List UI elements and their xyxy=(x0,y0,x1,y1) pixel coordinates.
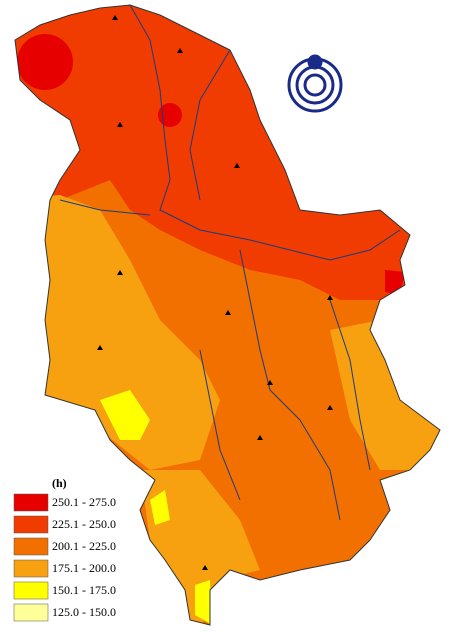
legend-label: 150.1 - 175.0 xyxy=(52,583,116,597)
legend-label: 125.0 - 150.0 xyxy=(52,605,116,619)
legend-swatch xyxy=(13,537,49,556)
logo xyxy=(287,54,343,113)
stations xyxy=(97,15,333,570)
legend-swatch xyxy=(13,493,49,512)
legend-label: 225.1 - 250.0 xyxy=(52,517,116,531)
legend: 250.1 - 275.0 225.1 - 250.0 200.1 - 225.0 1… xyxy=(13,493,116,622)
legend-title: (h) xyxy=(52,476,67,490)
legend-swatch xyxy=(13,515,49,534)
legend-swatch xyxy=(13,559,49,578)
legend-label: 250.1 - 275.0 xyxy=(52,495,116,509)
legend-swatch xyxy=(13,603,49,622)
legend-label: 175.1 - 200.0 xyxy=(52,561,116,575)
legend-label: 200.1 - 225.0 xyxy=(52,539,116,553)
rivers xyxy=(59,4,401,521)
legend-swatch xyxy=(13,581,49,600)
